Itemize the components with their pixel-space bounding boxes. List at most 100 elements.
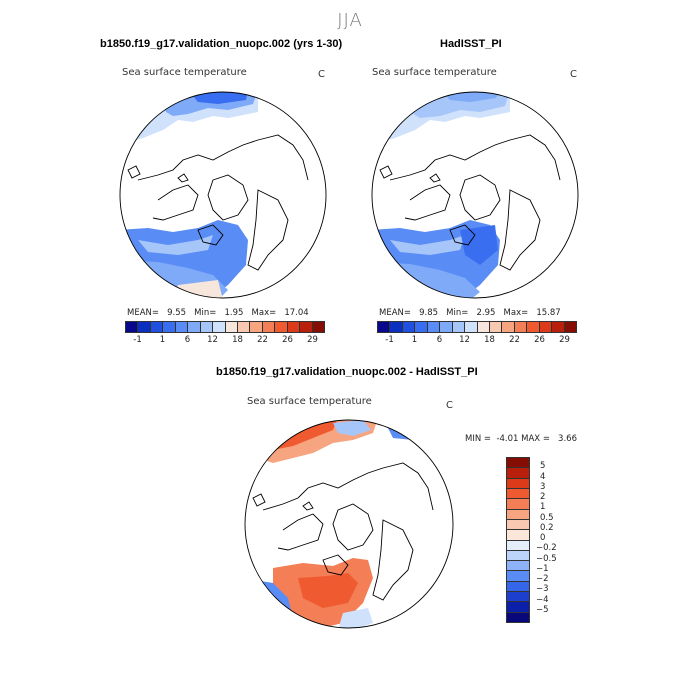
diff-panel-title: b1850.f19_g17.validation_nuopc.002 - Had… <box>216 366 478 378</box>
diff-panel-map <box>244 419 454 629</box>
colorbar-swatch <box>489 322 503 332</box>
coastline <box>404 184 451 221</box>
colorbar-label: −5 <box>536 604 549 615</box>
max-value: 15.87 <box>536 308 561 318</box>
colorbar-swatch <box>200 322 214 332</box>
colorbar-swatch <box>507 468 529 479</box>
atlantic-cool <box>138 235 213 255</box>
colorbar-label: 4 <box>540 471 546 482</box>
panel-2-subtitle: Sea surface temperature <box>372 67 497 78</box>
colorbar-tick-label: 12 <box>207 335 218 345</box>
atlantic-warm-core <box>298 573 358 608</box>
max-label: MAX = <box>521 434 550 444</box>
colorbar-tick-label: 6 <box>436 335 443 345</box>
coastline <box>459 174 501 221</box>
coastline <box>197 224 224 246</box>
colorbar-label: 5 <box>540 461 546 472</box>
coastline <box>379 165 393 179</box>
colorbar-swatch <box>507 478 529 489</box>
panel-1-subtitle: Sea surface temperature <box>122 67 247 78</box>
max-label: Max= <box>503 308 529 318</box>
colorbar-swatch <box>477 322 490 332</box>
colorbar-swatch <box>188 322 201 332</box>
colorbar-label: −0.5 <box>536 553 557 564</box>
colorbar-tick-label: -1 <box>133 335 142 345</box>
colorbar-label: −2 <box>536 574 549 584</box>
coastline <box>332 503 374 551</box>
colorbar-tick-label: -1 <box>385 335 394 345</box>
colorbar-swatch <box>465 322 478 332</box>
colorbar-swatch <box>507 550 529 562</box>
colorbar-tick-label: 1 <box>159 335 166 345</box>
coastline <box>372 519 414 601</box>
mean-value: 9.55 <box>167 308 187 318</box>
diff-panel-subtitle: Sea surface temperature <box>247 396 372 407</box>
colorbar-label: 1 <box>540 502 546 513</box>
colorbar-swatch <box>415 322 428 332</box>
diff-colorbar-labels: 5 4 3 2 1 0.5 0.2 0 −0.2 −0.5 −1 −2 −3 −4 −5 <box>536 457 596 627</box>
colorbar-swatch <box>507 592 529 603</box>
panel-1-title: b1850.f19_g17.validation_nuopc.002 (yrs … <box>100 38 343 50</box>
min-label: Min= <box>446 308 469 318</box>
colorbar-swatch <box>564 322 576 332</box>
panel-2-units: C <box>570 69 577 80</box>
diff-panel-units: C <box>446 400 453 411</box>
colorbar-swatch <box>440 322 453 332</box>
atlantic-weak-anomaly <box>338 608 373 628</box>
colorbar-swatch <box>507 509 529 520</box>
colorbar-swatch <box>237 322 251 332</box>
colorbar-tick-label: 29 <box>307 335 318 345</box>
colorbar-label: 2 <box>540 492 546 502</box>
colorbar-swatch <box>552 322 565 332</box>
panel-2-stats: MEAN= 9.85 Min= 2.95 Max= 15.87 <box>379 308 561 318</box>
min-value: 2.95 <box>476 308 496 318</box>
colorbar-label: 0.5 <box>540 512 554 523</box>
colorbar-swatch <box>507 530 529 541</box>
coastline <box>277 513 324 551</box>
season-title: JJA <box>337 10 363 31</box>
colorbar-tick-label: 12 <box>459 335 470 345</box>
colorbar-label: 0.2 <box>540 522 554 533</box>
colorbar-swatch <box>507 581 529 593</box>
panel-2-colorbar: -1 1 6 12 18 22 26 29 <box>377 321 577 345</box>
colorbar-swatch <box>287 322 301 332</box>
colorbar-tick-label: 6 <box>184 335 191 345</box>
colorbar-swatch <box>300 322 313 332</box>
colorbar-label: 0 <box>540 533 546 543</box>
diff-stats: MIN = -4.01 MAX = 3.66 <box>465 434 577 444</box>
coastline <box>152 184 199 221</box>
colorbar-swatch <box>378 322 391 332</box>
colorbar-tick-label: 26 <box>534 335 545 345</box>
colorbar-swatch <box>539 322 553 332</box>
coastline <box>389 134 561 181</box>
colorbar-label: −0.2 <box>536 543 557 554</box>
coastline <box>429 173 441 183</box>
colorbar-swatch <box>213 322 226 332</box>
panel-1-units: C <box>318 69 325 80</box>
coastline <box>137 134 309 181</box>
diff-colorbar <box>506 457 530 623</box>
panel-1-map <box>119 91 327 299</box>
mean-label: MEAN= <box>127 308 159 318</box>
colorbar-label: 3 <box>540 481 546 492</box>
colorbar-tick-label: 29 <box>559 335 570 345</box>
colorbar-swatch <box>452 322 466 332</box>
colorbar-swatch <box>402 322 416 332</box>
colorbar-swatch <box>507 540 529 551</box>
atlantic-cool <box>390 235 465 255</box>
colorbar-swatch <box>275 322 288 332</box>
panel-2-map <box>371 91 579 299</box>
atlantic-strong-cool <box>245 593 278 628</box>
min-value: 1.95 <box>224 308 244 318</box>
colorbar-swatch <box>390 322 403 332</box>
colorbar-swatch <box>138 322 151 332</box>
colorbar-swatch <box>225 322 238 332</box>
colorbar-swatch <box>507 561 529 572</box>
coastline <box>252 493 266 507</box>
colorbar-swatch <box>527 322 540 332</box>
colorbar-label: −3 <box>536 584 549 595</box>
colorbar-tick-label: 22 <box>257 335 268 345</box>
max-value: 3.66 <box>558 434 577 444</box>
min-label: MIN = <box>465 434 492 444</box>
colorbar-swatch <box>262 322 276 332</box>
